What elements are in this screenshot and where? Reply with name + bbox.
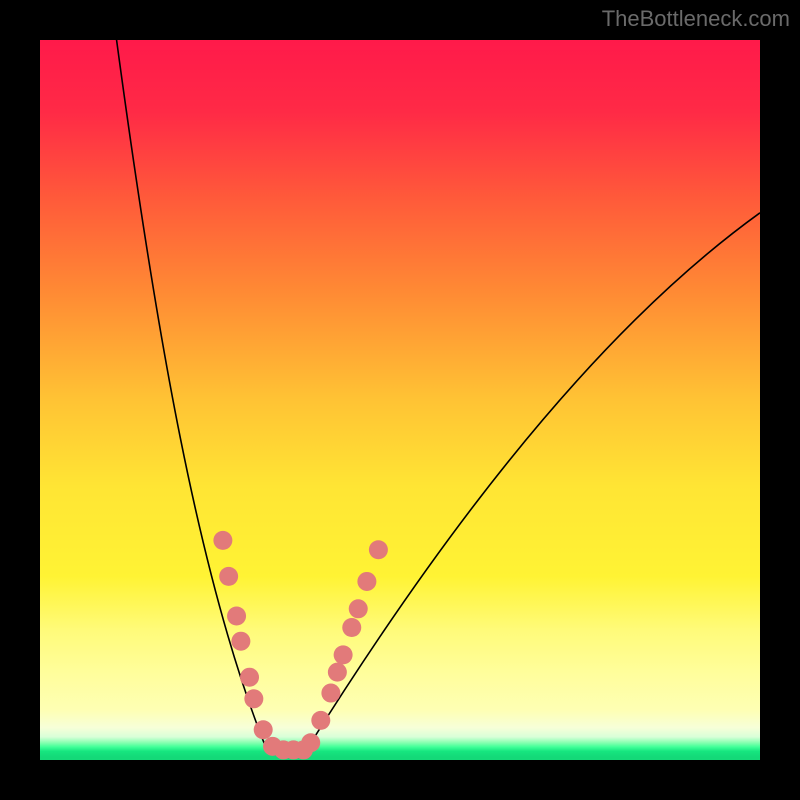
marker-point <box>244 689 263 708</box>
marker-point <box>231 632 250 651</box>
marker-point <box>311 711 330 730</box>
marker-point <box>342 618 361 637</box>
chart-container: TheBottleneck.com <box>0 0 800 800</box>
marker-point <box>213 531 232 550</box>
plot-background <box>40 40 760 760</box>
marker-point <box>321 684 340 703</box>
bottleneck-curve-chart <box>0 0 800 800</box>
marker-point <box>301 733 320 752</box>
marker-point <box>227 607 246 626</box>
watermark-label: TheBottleneck.com <box>602 6 790 32</box>
marker-point <box>349 599 368 618</box>
marker-point <box>254 720 273 739</box>
marker-point <box>328 663 347 682</box>
marker-point <box>219 567 238 586</box>
marker-point <box>369 540 388 559</box>
marker-point <box>357 572 376 591</box>
marker-point <box>334 645 353 664</box>
marker-point <box>240 668 259 687</box>
